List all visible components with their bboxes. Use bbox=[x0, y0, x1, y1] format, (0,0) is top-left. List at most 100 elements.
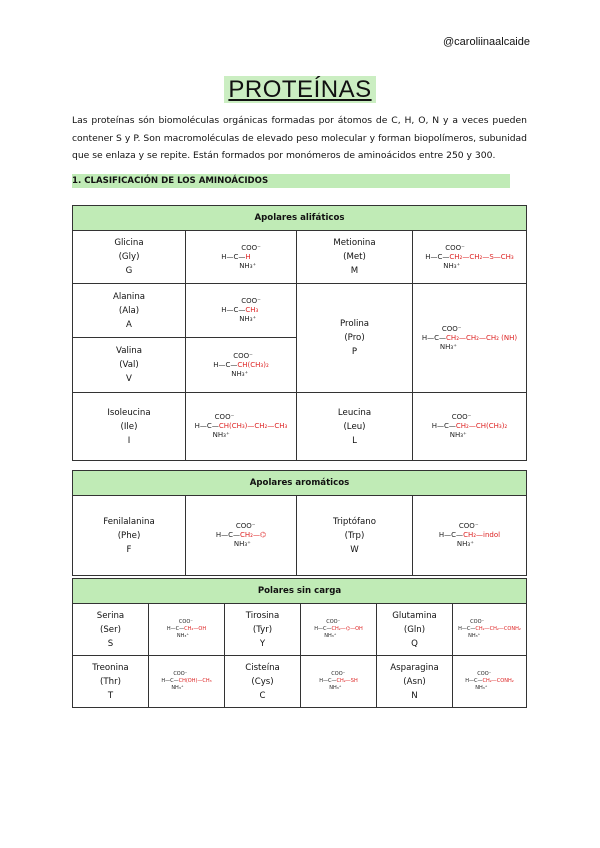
amino-acid-name: Isoleucina bbox=[107, 407, 151, 418]
structural-formula: COO⁻ H—C—CH(CH₃)—CH₂—CH₃ NH₃⁺ bbox=[195, 413, 288, 440]
table-header: Apolares alifáticos bbox=[72, 205, 527, 231]
amino-acid-code: N bbox=[411, 690, 418, 701]
alpha-carbon: H—C— bbox=[161, 678, 179, 684]
carboxyl-group: COO⁻ bbox=[477, 671, 492, 677]
structure-cell: COO⁻ H—C—CH₂—CH₂—S—CH₃ NH₃⁺ bbox=[412, 230, 527, 284]
amino-acid-abbr: (Tyr) bbox=[252, 624, 273, 635]
amino-group: NH₃⁺ bbox=[475, 685, 488, 691]
amino-acid-name-cell: Leucina (Leu) L bbox=[296, 392, 413, 461]
structural-formula: COO⁻ H—C—CH₂—CONH₂ NH₃⁺ bbox=[465, 671, 513, 692]
side-chain: CH₂—SH bbox=[336, 678, 358, 684]
amino-acid-name-cell: Alanina (Ala) A bbox=[72, 283, 186, 338]
amino-acid-abbr: (Ser) bbox=[100, 624, 121, 635]
amino-acid-name-cell: Serina (Ser) S bbox=[72, 603, 149, 656]
carboxyl-group: COO⁻ bbox=[451, 413, 472, 421]
carboxyl-group: COO⁻ bbox=[241, 243, 261, 252]
amino-group: NH₃⁺ bbox=[456, 540, 474, 548]
side-chain: CH(CH₃)—CH₂—CH₃ bbox=[218, 422, 288, 430]
amino-acid-name: Leucina bbox=[337, 407, 372, 418]
side-chain: CH(CH₃)₂ bbox=[237, 360, 269, 369]
structural-formula: COO⁻ H—C—CH₂—CH₂—S—CH₃ NH₃⁺ bbox=[425, 244, 513, 271]
structural-formula: COO⁻ H—C—CH₂—⌬—OH NH₃⁺ bbox=[314, 619, 363, 640]
amino-group: NH₃⁺ bbox=[171, 685, 184, 691]
amino-group: NH₃⁺ bbox=[239, 315, 257, 323]
amino-acid-abbr: (Val) bbox=[119, 360, 139, 370]
amino-acid-code: C bbox=[259, 690, 266, 701]
page-title: PROTEÍNAS bbox=[0, 76, 600, 104]
side-chain: CH₂—indol bbox=[463, 531, 501, 539]
amino-group: NH₃⁺ bbox=[233, 540, 251, 548]
amino-acid-abbr: (Ala) bbox=[118, 305, 140, 316]
amino-group: NH₃⁺ bbox=[468, 633, 481, 639]
amino-group: NH₃⁺ bbox=[329, 685, 342, 691]
amino-acid-abbr: (Gln) bbox=[403, 624, 426, 635]
amino-acid-name-cell: Asparagina (Asn) N bbox=[376, 655, 453, 708]
structural-formula: COO⁻ H—C—CH₂—indol NH₃⁺ bbox=[439, 522, 500, 549]
carboxyl-group: COO⁻ bbox=[235, 522, 256, 530]
amino-acid-name: Prolina bbox=[339, 319, 370, 329]
structure-cell: COO⁻ H—C—CH₂—CH(CH₃)₂ NH₃⁺ bbox=[412, 392, 527, 461]
amino-acid-name: Metionina bbox=[333, 238, 376, 248]
amino-acid-name-cell: Treonina (Thr) T bbox=[72, 655, 149, 708]
alpha-carbon: H—C— bbox=[221, 306, 246, 314]
amino-acid-code: Q bbox=[411, 638, 418, 649]
structural-formula: COO⁻ H—C—CH(OH)—CH₃ NH₃⁺ bbox=[161, 671, 211, 692]
structure-cell: COO⁻ H—C—CH₂—CONH₂ NH₃⁺ bbox=[452, 655, 527, 708]
amino-acid-code: I bbox=[127, 435, 131, 446]
amino-acid-name-cell: Triptófano (Trp) W bbox=[296, 495, 413, 576]
structural-formula: COO⁻ H—C—CH₂—OH NH₃⁺ bbox=[167, 619, 206, 640]
amino-acid-code: T bbox=[107, 690, 114, 701]
amino-acid-name-cell: Prolina (Pro) P bbox=[296, 283, 413, 393]
amino-acid-abbr: (Thr) bbox=[100, 676, 121, 687]
alpha-carbon: H—C— bbox=[421, 333, 447, 342]
amino-acid-abbr: (Gly) bbox=[118, 252, 140, 262]
amino-acid-abbr: (Trp) bbox=[344, 530, 365, 541]
carboxyl-group: COO⁻ bbox=[233, 351, 253, 360]
structural-formula: COO⁻ H—C—CH₂—CH₂—CONH₂ NH₃⁺ bbox=[458, 619, 521, 640]
amino-acid-name: Glicina bbox=[114, 238, 144, 248]
alpha-carbon: H—C— bbox=[166, 626, 185, 632]
carboxyl-group: COO⁻ bbox=[173, 671, 188, 677]
amino-acid-name: Glutamina bbox=[392, 610, 437, 621]
amino-acid-name: Valina bbox=[116, 346, 142, 356]
amino-group: NH₃⁺ bbox=[231, 369, 249, 378]
carboxyl-group: COO⁻ bbox=[331, 671, 346, 677]
structural-formula: COO⁻ H—C—CH₃ NH₃⁺ bbox=[221, 297, 261, 324]
amino-acid-name: Cisteína bbox=[245, 662, 280, 673]
amino-acid-code: L bbox=[352, 435, 357, 446]
alpha-carbon: H—C— bbox=[194, 422, 219, 430]
amino-acid-abbr: (Cys) bbox=[251, 676, 274, 687]
amino-group: NH₃⁺ bbox=[443, 261, 461, 270]
side-chain: CH₂—⌬—OH bbox=[331, 626, 363, 632]
amino-group: NH₃⁺ bbox=[449, 431, 467, 439]
side-chain: CH₂—OH bbox=[184, 626, 207, 632]
alpha-carbon: H—C— bbox=[221, 252, 246, 261]
amino-acid-name: Fenilalanina bbox=[103, 516, 155, 527]
amino-acid-name: Treonina bbox=[92, 662, 129, 673]
table-header: Polares sin carga bbox=[72, 578, 527, 604]
amino-acid-code: S bbox=[107, 638, 114, 649]
amino-acid-abbr: (Leu) bbox=[343, 421, 366, 432]
side-chain: H bbox=[245, 252, 251, 261]
amino-acid-name-cell: Cisteína (Cys) C bbox=[224, 655, 301, 708]
amino-acid-code: P bbox=[351, 347, 358, 357]
structure-cell: COO⁻ H—C—CH(CH₃)—CH₂—CH₃ NH₃⁺ bbox=[185, 392, 297, 461]
amino-acid-name: Tirosina bbox=[245, 610, 280, 621]
amino-acid-name: Serina bbox=[96, 610, 125, 621]
alpha-carbon: H—C— bbox=[465, 678, 483, 684]
amino-acid-name: Triptófano bbox=[333, 516, 376, 527]
amino-acid-code: A bbox=[126, 319, 132, 330]
section-heading: 1. CLASIFICACIÓN DE LOS AMINOÁCIDOS bbox=[72, 174, 510, 188]
structure-cell: COO⁻ H—C—CH₂—OH NH₃⁺ bbox=[148, 603, 225, 656]
carboxyl-group: COO⁻ bbox=[178, 619, 193, 625]
side-chain: CH₃ bbox=[245, 306, 259, 314]
alpha-carbon: H—C— bbox=[319, 678, 337, 684]
amino-acid-code: G bbox=[125, 266, 133, 276]
side-chain: CH₂—CH₂—S—CH₃ bbox=[449, 252, 514, 261]
amino-acid-name-cell: Fenilalanina (Phe) F bbox=[72, 495, 186, 576]
amino-acid-code: Y bbox=[259, 638, 266, 649]
structure-cell: COO⁻ H—C—CH(OH)—CH₃ NH₃⁺ bbox=[148, 655, 225, 708]
amino-acid-abbr: (Phe) bbox=[117, 530, 141, 541]
carboxyl-group: COO⁻ bbox=[214, 413, 235, 421]
